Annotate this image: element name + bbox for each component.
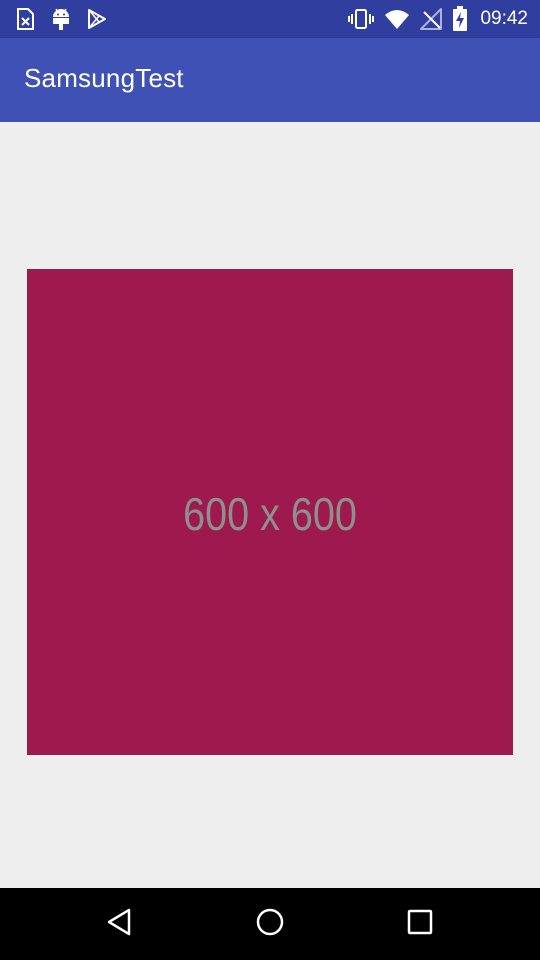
no-signal-icon (420, 8, 443, 30)
home-icon (255, 907, 285, 942)
image-size-label: 600 x 600 (183, 488, 357, 540)
notification-icons (14, 6, 108, 32)
recents-icon (406, 908, 434, 941)
home-button[interactable] (246, 900, 294, 948)
play-store-icon (86, 7, 108, 31)
status-clock: 09:42 (480, 8, 528, 29)
android-debug-icon (50, 7, 72, 31)
back-icon (105, 907, 135, 942)
battery-charging-icon (452, 6, 468, 32)
navigation-bar (0, 888, 540, 960)
status-bar: 09:42 (0, 0, 540, 38)
content-area: 600 x 600 (0, 122, 540, 888)
wifi-icon (384, 8, 410, 30)
recents-button[interactable] (396, 900, 444, 948)
app-bar: SamsungTest (0, 38, 540, 122)
app-title: SamsungTest (24, 63, 184, 93)
vibrate-icon (348, 7, 375, 31)
back-button[interactable] (96, 900, 144, 948)
placeholder-image: 600 x 600 (27, 269, 513, 755)
system-indicators: 09:42 (348, 5, 528, 33)
sim-card-alert-icon (14, 7, 36, 31)
